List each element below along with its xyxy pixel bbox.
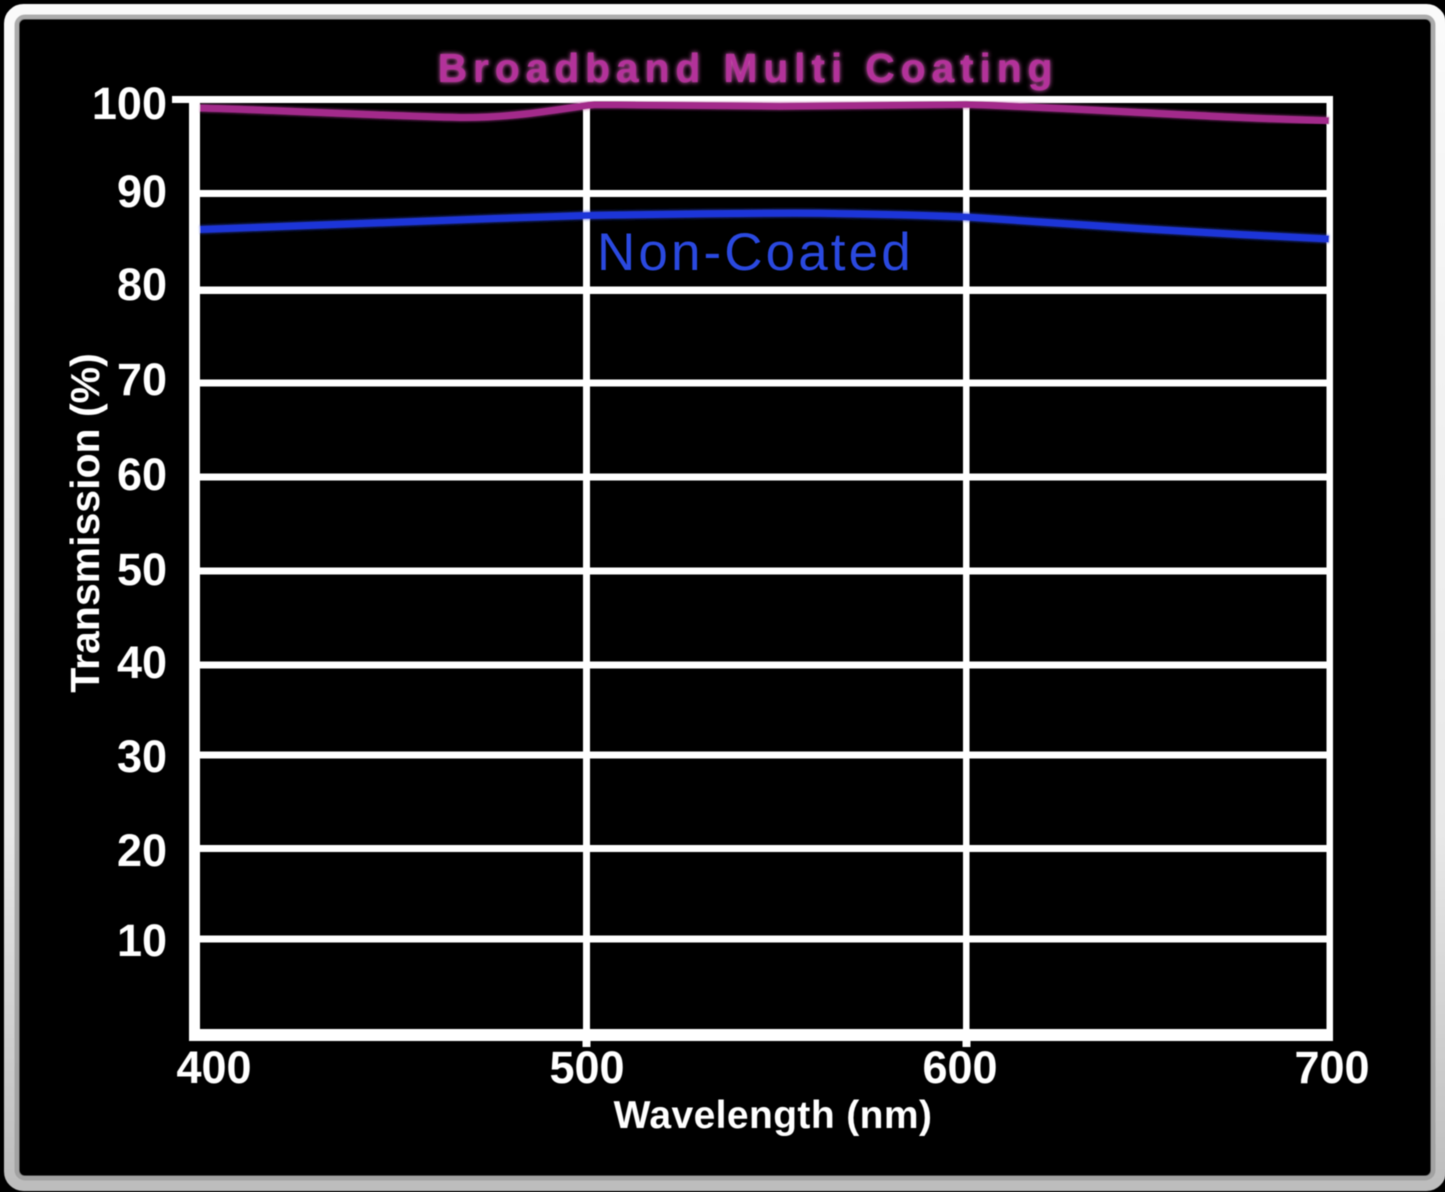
svg-text:100: 100 — [92, 78, 167, 129]
svg-text:Non-Coated: Non-Coated — [597, 223, 914, 282]
svg-text:50: 50 — [117, 544, 167, 595]
svg-text:70: 70 — [117, 354, 167, 405]
svg-text:10: 10 — [117, 915, 167, 966]
svg-text:600: 600 — [922, 1042, 997, 1093]
svg-text:400: 400 — [176, 1042, 251, 1093]
svg-text:Transmission (%): Transmission (%) — [62, 353, 108, 692]
svg-text:90: 90 — [117, 166, 167, 217]
svg-text:Broadband Multi Coating: Broadband Multi Coating — [438, 45, 1059, 91]
svg-text:40: 40 — [117, 637, 167, 688]
svg-text:Wavelength (nm): Wavelength (nm) — [614, 1094, 933, 1137]
svg-text:20: 20 — [117, 825, 167, 876]
svg-text:80: 80 — [117, 259, 167, 310]
svg-text:Broadband Multi Coating: Broadband Multi Coating — [438, 45, 1059, 91]
svg-text:500: 500 — [549, 1042, 624, 1093]
svg-text:30: 30 — [117, 731, 167, 782]
svg-text:700: 700 — [1294, 1042, 1369, 1093]
svg-text:60: 60 — [117, 449, 167, 500]
